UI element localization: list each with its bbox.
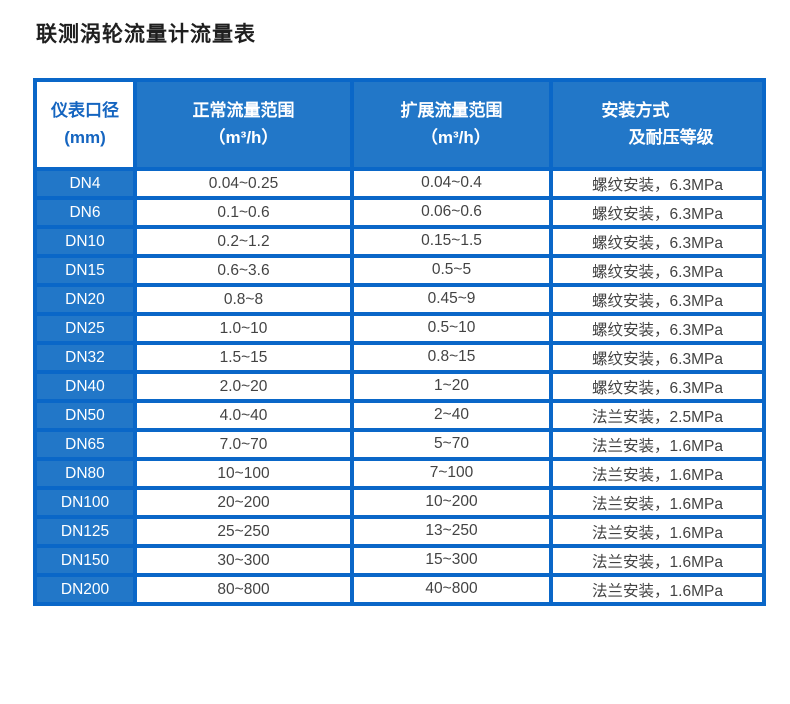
header-normal-range-line1: 正常流量范围 [192, 101, 295, 121]
row-dn-label: DN6 [33, 196, 137, 229]
row-dn-label: DN50 [33, 399, 137, 432]
header-install-line2: 及耐压等级 [628, 127, 714, 147]
normal-range-cell: 0.8~8 [133, 283, 354, 316]
header-extended-range-line2: （m³/h） [420, 127, 491, 147]
normal-range-cell: 1.0~10 [133, 312, 354, 345]
normal-range-cell: 2.0~20 [133, 370, 354, 403]
install-pressure-cell: 螺纹安装，6.3MPa [549, 370, 766, 403]
row-dn-label: DN10 [33, 225, 137, 258]
extended-range-cell: 0.5~10 [350, 312, 553, 345]
normal-range-cell: 0.04~0.25 [133, 167, 354, 200]
table-row: DN100 20~200 10~200 法兰安装，1.6MPa [33, 486, 766, 519]
header-install-line1: 安装方式 [601, 101, 670, 121]
install-pressure-cell: 法兰安装，1.6MPa [549, 515, 766, 548]
extended-range-cell: 7~100 [350, 457, 553, 490]
install-pressure-cell: 螺纹安装，6.3MPa [549, 167, 766, 200]
normal-range-cell: 20~200 [133, 486, 354, 519]
install-pressure-cell: 法兰安装，1.6MPa [549, 486, 766, 519]
install-pressure-cell: 螺纹安装，6.3MPa [549, 225, 766, 258]
row-dn-label: DN150 [33, 544, 137, 577]
normal-range-cell: 0.1~0.6 [133, 196, 354, 229]
header-extended-range-line1: 扩展流量范围 [400, 101, 503, 121]
header-pipe-diameter: 仪表口径 (mm) [33, 78, 137, 171]
install-pressure-cell: 螺纹安装，6.3MPa [549, 254, 766, 287]
table-row: DN6 0.1~0.6 0.06~0.6 螺纹安装，6.3MPa [33, 196, 766, 229]
table-header-row: 仪表口径 (mm) 正常流量范围 （m³/h） 扩展流量范围 （m³/h） 安装… [33, 78, 766, 171]
row-dn-label: DN80 [33, 457, 137, 490]
header-normal-range: 正常流量范围 （m³/h） [133, 78, 354, 171]
extended-range-cell: 0.5~5 [350, 254, 553, 287]
table-row: DN15 0.6~3.6 0.5~5 螺纹安装，6.3MPa [33, 254, 766, 287]
normal-range-cell: 30~300 [133, 544, 354, 577]
table-row: DN40 2.0~20 1~20 螺纹安装，6.3MPa [33, 370, 766, 403]
row-dn-label: DN4 [33, 167, 137, 200]
row-dn-label: DN25 [33, 312, 137, 345]
normal-range-cell: 25~250 [133, 515, 354, 548]
table-row: DN25 1.0~10 0.5~10 螺纹安装，6.3MPa [33, 312, 766, 345]
table-row: DN4 0.04~0.25 0.04~0.4 螺纹安装，6.3MPa [33, 167, 766, 200]
extended-range-cell: 0.8~15 [350, 341, 553, 374]
row-dn-label: DN65 [33, 428, 137, 461]
install-pressure-cell: 法兰安装，1.6MPa [549, 428, 766, 461]
install-pressure-cell: 螺纹安装，6.3MPa [549, 312, 766, 345]
extended-range-cell: 0.45~9 [350, 283, 553, 316]
install-pressure-cell: 螺纹安装，6.3MPa [549, 283, 766, 316]
extended-range-cell: 2~40 [350, 399, 553, 432]
header-extended-range: 扩展流量范围 （m³/h） [350, 78, 553, 171]
row-dn-label: DN125 [33, 515, 137, 548]
extended-range-cell: 0.15~1.5 [350, 225, 553, 258]
header-install-pressure: 安装方式 及耐压等级 [549, 78, 766, 171]
install-pressure-cell: 法兰安装，1.6MPa [549, 457, 766, 490]
header-normal-range-line2: （m³/h） [208, 127, 279, 147]
row-dn-label: DN32 [33, 341, 137, 374]
normal-range-cell: 0.6~3.6 [133, 254, 354, 287]
row-dn-label: DN100 [33, 486, 137, 519]
extended-range-cell: 0.06~0.6 [350, 196, 553, 229]
install-pressure-cell: 螺纹安装，6.3MPa [549, 341, 766, 374]
table-row: DN80 10~100 7~100 法兰安装，1.6MPa [33, 457, 766, 490]
install-pressure-cell: 法兰安装，1.6MPa [549, 544, 766, 577]
normal-range-cell: 0.2~1.2 [133, 225, 354, 258]
normal-range-cell: 4.0~40 [133, 399, 354, 432]
normal-range-cell: 7.0~70 [133, 428, 354, 461]
table-row: DN125 25~250 13~250 法兰安装，1.6MPa [33, 515, 766, 548]
table-row: DN65 7.0~70 5~70 法兰安装，1.6MPa [33, 428, 766, 461]
extended-range-cell: 40~800 [350, 573, 553, 606]
install-pressure-cell: 法兰安装，1.6MPa [549, 573, 766, 606]
normal-range-cell: 1.5~15 [133, 341, 354, 374]
row-dn-label: DN20 [33, 283, 137, 316]
row-dn-label: DN200 [33, 573, 137, 606]
extended-range-cell: 10~200 [350, 486, 553, 519]
flow-rate-table: 仪表口径 (mm) 正常流量范围 （m³/h） 扩展流量范围 （m³/h） 安装… [33, 78, 766, 606]
install-pressure-cell: 螺纹安装，6.3MPa [549, 196, 766, 229]
extended-range-cell: 13~250 [350, 515, 553, 548]
header-pipe-diameter-line2: (mm) [64, 127, 106, 147]
header-pipe-diameter-line1: 仪表口径 [51, 101, 119, 121]
extended-range-cell: 5~70 [350, 428, 553, 461]
normal-range-cell: 80~800 [133, 573, 354, 606]
table-row: DN20 0.8~8 0.45~9 螺纹安装，6.3MPa [33, 283, 766, 316]
normal-range-cell: 10~100 [133, 457, 354, 490]
row-dn-label: DN15 [33, 254, 137, 287]
install-pressure-cell: 法兰安装，2.5MPa [549, 399, 766, 432]
page-title: 联测涡轮流量计流量表 [36, 23, 256, 46]
table-row: DN150 30~300 15~300 法兰安装，1.6MPa [33, 544, 766, 577]
extended-range-cell: 0.04~0.4 [350, 167, 553, 200]
table-row: DN50 4.0~40 2~40 法兰安装，2.5MPa [33, 399, 766, 432]
extended-range-cell: 1~20 [350, 370, 553, 403]
table-row: DN10 0.2~1.2 0.15~1.5 螺纹安装，6.3MPa [33, 225, 766, 258]
row-dn-label: DN40 [33, 370, 137, 403]
table-row: DN200 80~800 40~800 法兰安装，1.6MPa [33, 573, 766, 606]
table-row: DN32 1.5~15 0.8~15 螺纹安装，6.3MPa [33, 341, 766, 374]
extended-range-cell: 15~300 [350, 544, 553, 577]
